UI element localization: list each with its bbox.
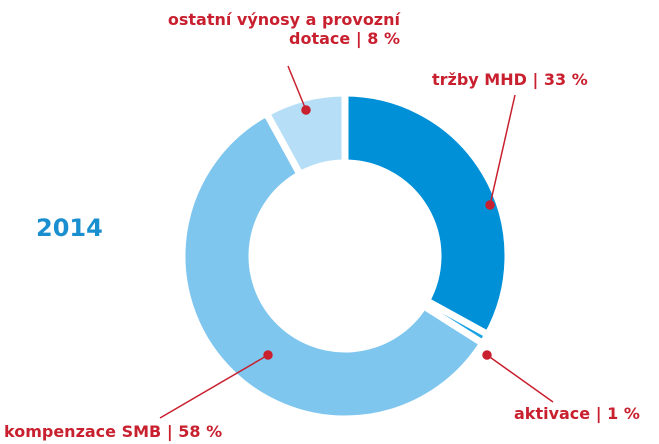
category: aktivace: [514, 404, 591, 423]
leader-dot: [485, 200, 495, 210]
slice-label: ostatní výnosy a provozní dotace | 8 %: [130, 10, 400, 48]
value-label: | 33 %: [532, 70, 588, 89]
slice-label: tržby MHD | 33 %: [432, 70, 588, 89]
leader: [287, 65, 307, 111]
slice-label: kompenzace SMB | 58 %: [4, 422, 222, 441]
leader-dot: [301, 105, 311, 115]
leader-dot: [482, 350, 492, 360]
slice: [178, 108, 488, 423]
leader: [489, 94, 516, 206]
slice-label: aktivace | 1 %: [514, 404, 640, 423]
slice: [261, 89, 349, 180]
leader-dot: [263, 350, 273, 360]
value-label: | 58 %: [166, 422, 223, 441]
chart-title: 2014: [36, 214, 103, 242]
category: kompenzace SMB: [4, 422, 162, 441]
leader: [159, 354, 269, 419]
value-label: | 1 %: [595, 404, 640, 423]
category: ostatní výnosy a provozní dotace: [167, 10, 400, 48]
category: tržby MHD: [432, 70, 527, 89]
slice: [341, 89, 512, 340]
value-label: | 8 %: [355, 29, 400, 48]
leader: [486, 354, 554, 403]
